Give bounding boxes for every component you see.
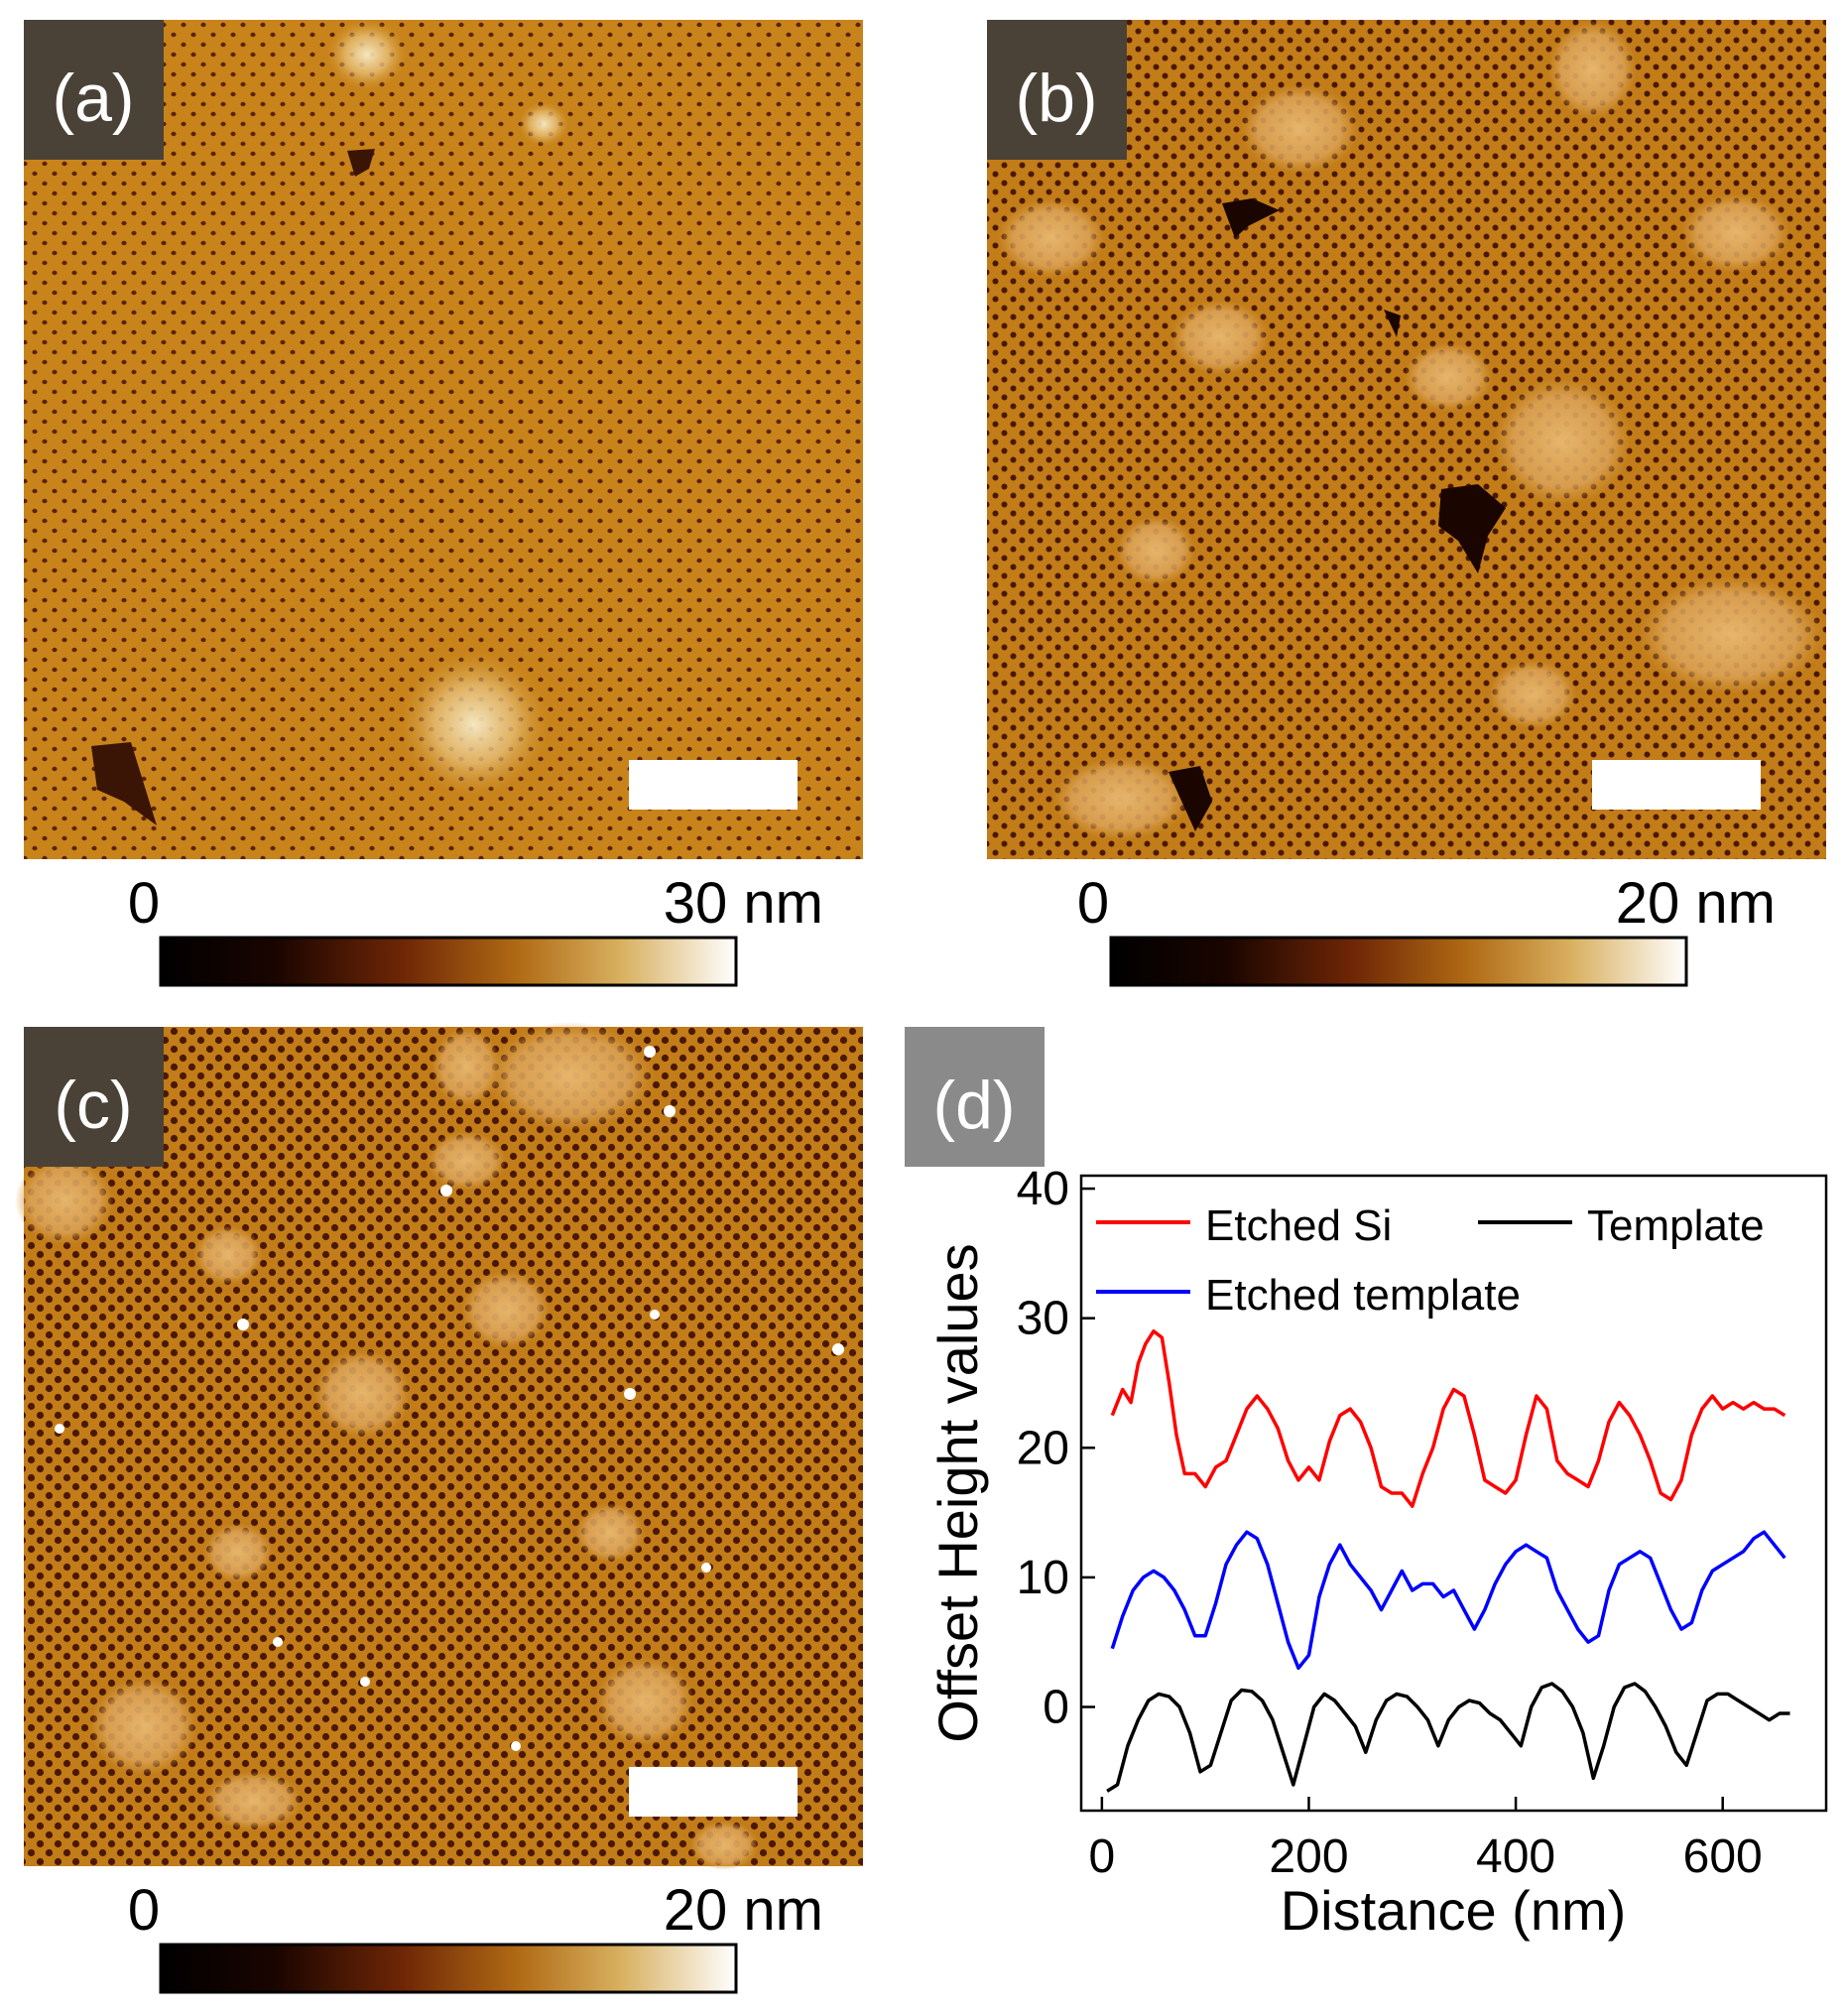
island bbox=[427, 1131, 506, 1191]
y-axis-label: Offset Height values bbox=[926, 1243, 989, 1742]
y-tick-label: 30 bbox=[1017, 1293, 1069, 1345]
bright-dot bbox=[511, 1741, 521, 1751]
plot-frame bbox=[1079, 1174, 1828, 1813]
dark-defect bbox=[91, 742, 157, 825]
label-box-b bbox=[987, 20, 1127, 160]
dark-defect bbox=[1222, 198, 1280, 238]
bright-dot bbox=[55, 1424, 64, 1434]
bright-particle bbox=[519, 102, 568, 146]
y-tick-label: 0 bbox=[1043, 1682, 1069, 1734]
panel-label-a: (a) bbox=[52, 61, 134, 136]
island bbox=[997, 198, 1106, 278]
legend-label-template: Template bbox=[1587, 1201, 1765, 1250]
bright-dot bbox=[273, 1637, 283, 1647]
colorbar-c bbox=[159, 1943, 738, 1994]
bright-dot bbox=[664, 1105, 676, 1117]
panel-label-b: (b) bbox=[1015, 61, 1097, 136]
island bbox=[1637, 575, 1825, 694]
dark-defect bbox=[1169, 766, 1212, 831]
colorbar-max-b: 20 nm bbox=[1616, 871, 1776, 936]
colorbar-min-b: 0 bbox=[1077, 871, 1109, 936]
dark-defect bbox=[347, 149, 375, 177]
bright-dot bbox=[701, 1563, 711, 1573]
island bbox=[203, 1771, 303, 1830]
x-axis: 0 200 400 600 bbox=[1089, 1797, 1763, 1883]
y-tick-label: 40 bbox=[1017, 1163, 1069, 1215]
island bbox=[1240, 84, 1359, 174]
legend-label-etched-si: Etched Si bbox=[1205, 1201, 1392, 1250]
scale-bar-a bbox=[629, 760, 798, 810]
island bbox=[89, 1677, 198, 1776]
island bbox=[1547, 20, 1637, 119]
island bbox=[575, 1503, 645, 1563]
colorbar-max-c: 20 nm bbox=[664, 1878, 823, 1943]
colorbar-min-c: 0 bbox=[128, 1878, 160, 1943]
island bbox=[431, 1027, 501, 1106]
bright-dot bbox=[237, 1319, 249, 1330]
bright-dot bbox=[360, 1677, 370, 1687]
colorbar-b bbox=[1109, 936, 1688, 987]
colorbar-min-a: 0 bbox=[128, 871, 160, 936]
island bbox=[1051, 757, 1190, 840]
scale-bar-b bbox=[1592, 760, 1761, 810]
series-line-etched-si bbox=[1110, 1328, 1786, 1508]
afm-panel-b: (b) 0 20 nm bbox=[987, 20, 1826, 987]
y-tick-label: 20 bbox=[1017, 1422, 1069, 1474]
island bbox=[1493, 377, 1632, 506]
island bbox=[1488, 660, 1577, 729]
island bbox=[312, 1349, 412, 1439]
bright-dot bbox=[440, 1185, 452, 1197]
bright-dot bbox=[624, 1388, 636, 1400]
island bbox=[203, 1523, 273, 1582]
island bbox=[595, 1657, 694, 1746]
island bbox=[689, 1821, 759, 1870]
island bbox=[15, 1156, 114, 1245]
series-line-etched-template bbox=[1110, 1530, 1786, 1671]
bright-particle bbox=[327, 20, 407, 89]
y-tick-label: 10 bbox=[1017, 1552, 1069, 1604]
x-axis-label: Distance (nm) bbox=[1281, 1879, 1627, 1942]
series-line-template bbox=[1106, 1682, 1790, 1793]
dark-defect bbox=[1438, 484, 1506, 573]
label-box-c bbox=[24, 1027, 164, 1167]
legend: Etched Si Template Etched template bbox=[1096, 1201, 1765, 1320]
legend-label-etched-template: Etched template bbox=[1205, 1271, 1521, 1320]
colorbar-a bbox=[159, 936, 738, 987]
line-chart-panel-d: (d) 0 10 20 30 40 0 200 400 600 Offset Height v… bbox=[905, 1027, 1828, 1942]
x-tick-label: 400 bbox=[1476, 1830, 1555, 1883]
y-axis: 0 10 20 30 40 bbox=[1017, 1163, 1095, 1734]
island bbox=[461, 1270, 551, 1349]
bright-dot bbox=[644, 1046, 656, 1058]
x-tick-label: 200 bbox=[1269, 1830, 1348, 1883]
x-tick-label: 600 bbox=[1683, 1830, 1763, 1883]
island bbox=[1116, 516, 1195, 585]
x-tick-label: 0 bbox=[1089, 1830, 1116, 1883]
bright-dot bbox=[650, 1310, 660, 1320]
series-layer bbox=[1106, 1328, 1790, 1793]
label-box-d bbox=[905, 1027, 1045, 1167]
island bbox=[1681, 193, 1790, 273]
colorbar-max-a: 30 nm bbox=[664, 871, 823, 936]
island bbox=[486, 1022, 655, 1131]
dark-defect bbox=[1384, 310, 1401, 337]
afm-panel-c: (c) 0 20 nm bbox=[15, 1022, 863, 1994]
bright-particle bbox=[400, 653, 549, 796]
island bbox=[1170, 300, 1270, 375]
panel-label-c: (c) bbox=[54, 1068, 132, 1143]
island bbox=[193, 1225, 263, 1285]
afm-panel-a: (a) 0 30 nm bbox=[24, 20, 863, 987]
island bbox=[1404, 342, 1493, 412]
panel-label-d: (d) bbox=[932, 1068, 1015, 1143]
label-box-a bbox=[24, 20, 164, 160]
scale-bar-c bbox=[629, 1767, 798, 1817]
bright-dot bbox=[832, 1343, 844, 1355]
